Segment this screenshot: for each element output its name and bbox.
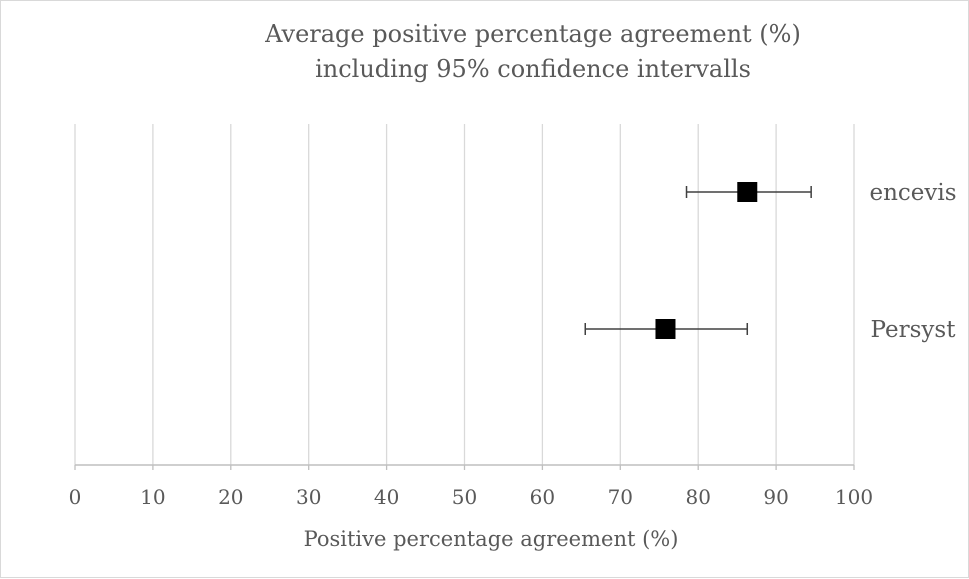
x-tick-label: 20 bbox=[218, 485, 243, 509]
x-tick-label: 10 bbox=[140, 485, 165, 509]
x-tick-label: 100 bbox=[835, 485, 873, 509]
x-tick-label: 90 bbox=[763, 485, 788, 509]
x-tick-label: 60 bbox=[530, 485, 555, 509]
x-tick-label: 50 bbox=[452, 485, 477, 509]
data-point-marker bbox=[737, 182, 758, 202]
chart-subtitle: including 95% confidence intervalls bbox=[315, 55, 751, 83]
x-tick-label: 80 bbox=[685, 485, 710, 509]
x-tick-label: 0 bbox=[69, 485, 82, 509]
gridlines bbox=[74, 124, 855, 470]
x-tick-label: 30 bbox=[296, 485, 321, 509]
data-point-marker bbox=[655, 319, 676, 339]
x-axis-title: Positive percentage agreement (%) bbox=[304, 527, 679, 551]
category-label: Persyst bbox=[871, 317, 957, 343]
x-tick-label: 70 bbox=[608, 485, 633, 509]
data-point-group-encevis: encevis bbox=[685, 180, 957, 206]
data-point-group-persyst: Persyst bbox=[584, 317, 957, 343]
data-marks: encevis Persyst bbox=[584, 180, 957, 343]
x-tick-labels: 0 10 20 30 40 50 60 70 80 90 100 bbox=[69, 485, 873, 509]
category-label: encevis bbox=[869, 180, 956, 206]
chart-title: Average positive percentage agreement (%… bbox=[264, 20, 801, 48]
x-tick-label: 40 bbox=[374, 485, 399, 509]
